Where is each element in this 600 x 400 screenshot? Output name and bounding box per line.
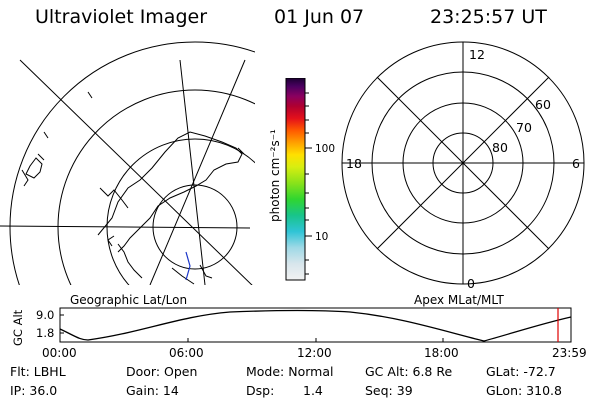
coastline: [117, 243, 143, 279]
altitude-ticks: [60, 314, 444, 342]
lat-circle-outer: [57, 89, 255, 285]
gc-alt-info: GC Alt: 6.8 Re: [365, 364, 453, 379]
time-tick-2359: 23:59: [552, 346, 587, 360]
coastline: [199, 264, 213, 279]
lat-circle-far: [9, 41, 255, 285]
seq-info: Seq: 39: [365, 383, 413, 398]
colorbar-gradient: [285, 78, 306, 281]
colorbar-tick-100: 100: [315, 143, 335, 155]
time-tick-0000: 00:00: [42, 346, 77, 360]
coastline: [97, 131, 243, 253]
mlt-label-12: 12: [469, 47, 485, 62]
altitude-plot: 9.0 1.8 GC Alt 00:00 06:00 12:00 18:00 2…: [11, 307, 587, 360]
apex-label: Apex MLat/MLT: [414, 293, 504, 307]
colorbar-units-label: photon cm⁻²s⁻¹: [268, 129, 282, 222]
geographic-label: Geographic Lat/Lon: [70, 293, 188, 307]
ip-info: IP: 36.0: [10, 383, 58, 398]
island-outline: [37, 153, 45, 161]
instrument-title: Ultraviolet Imager: [35, 6, 208, 28]
mode-info: Mode: Normal: [246, 364, 334, 379]
date-label: 01 Jun 07: [274, 6, 365, 28]
meridian-line: [149, 59, 246, 285]
gain-info: Gain: 14: [126, 383, 179, 398]
glon-info: GLon: 310.8: [486, 383, 562, 398]
coastline: [171, 267, 195, 285]
island-outline: [21, 169, 29, 187]
island-outline: [43, 131, 49, 139]
time-tick-0600: 06:00: [169, 346, 204, 360]
colorbar: 100 10: [285, 78, 335, 281]
mlt-label-0: 0: [467, 276, 475, 291]
meridian-line: [179, 59, 206, 285]
mlat-label-80: 80: [492, 140, 508, 155]
footprint-track: [185, 251, 191, 281]
mlat-label-60: 60: [535, 97, 551, 112]
dsp-value: 1.4: [303, 383, 323, 398]
coastline: [99, 187, 129, 209]
mlt-label-18: 18: [346, 156, 362, 171]
meridian-line: [0, 225, 251, 229]
coastline: [107, 235, 115, 247]
altitude-curve: [59, 309, 572, 342]
glat-info: GLat: -72.7: [486, 364, 556, 379]
geographic-map: [0, 41, 255, 285]
time-tick-1800: 18:00: [424, 346, 459, 360]
altitude-y-bottom: 1.8: [36, 326, 54, 340]
meridian-line: [19, 59, 253, 285]
colorbar-tick-10: 10: [315, 231, 328, 243]
dsp-label: Dsp:: [246, 383, 275, 398]
time-label: 23:25:57 UT: [430, 6, 547, 28]
island-outline: [87, 91, 93, 99]
door-info: Door: Open: [126, 364, 198, 379]
altitude-y-top: 9.0: [36, 308, 54, 322]
polar-diagonal: [376, 76, 550, 250]
filter-info: Flt: LBHL: [10, 364, 66, 379]
mlat-label-70: 70: [516, 120, 532, 135]
time-tick-1200: 12:00: [297, 346, 332, 360]
island-outline: [25, 157, 43, 179]
mlt-label-6: 6: [572, 156, 580, 171]
altitude-y-label: GC Alt: [11, 309, 25, 346]
altitude-plot-frame: [59, 307, 572, 343]
colorbar-ticks: [305, 92, 312, 275]
island-outline: [237, 147, 245, 155]
polar-plot: 12 18 6 0 60 70 80: [341, 41, 585, 291]
